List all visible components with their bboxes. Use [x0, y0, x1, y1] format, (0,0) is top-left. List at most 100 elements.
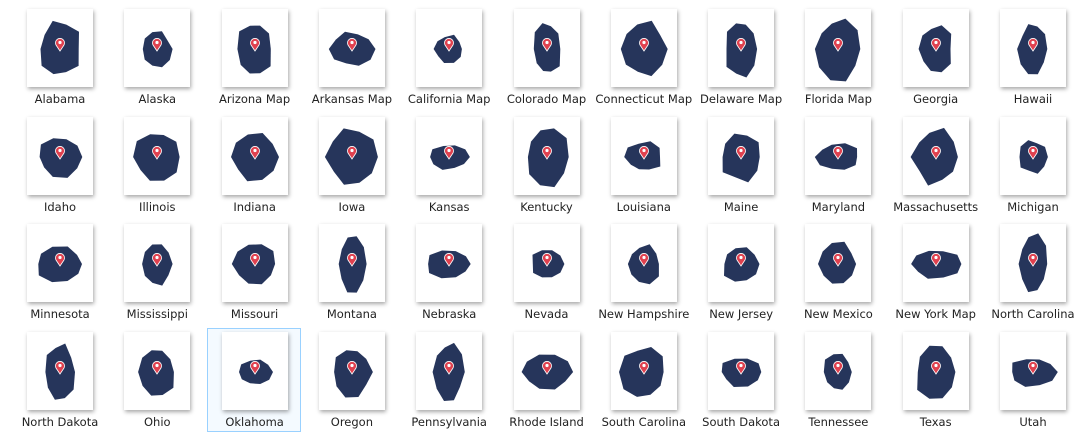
- pin: [152, 253, 163, 267]
- file-item[interactable]: Michigan: [985, 113, 1079, 217]
- file-item[interactable]: South Dakota: [693, 328, 787, 432]
- thumbnail: [318, 9, 385, 87]
- file-item[interactable]: South Carolina: [596, 328, 690, 432]
- pin: [638, 38, 649, 52]
- pin-dot: [58, 255, 62, 260]
- file-item[interactable]: North Dakota: [12, 328, 106, 432]
- map-shape: [39, 137, 83, 178]
- file-item[interactable]: Delaware Map: [693, 5, 787, 109]
- file-name: Massachusetts: [893, 199, 979, 214]
- state-outline: [333, 349, 373, 397]
- file-item[interactable]: North Carolina: [985, 220, 1079, 324]
- pin: [930, 360, 941, 375]
- pin-dot: [252, 148, 257, 152]
- map-shape: [918, 25, 951, 73]
- map-shape: [230, 132, 279, 181]
- file-item[interactable]: Georgia: [888, 5, 982, 109]
- file-item[interactable]: Montana: [304, 220, 398, 324]
- file-item[interactable]: Rhode Island: [499, 328, 593, 432]
- file-item[interactable]: Nebraska: [401, 220, 495, 324]
- state-outline: [618, 346, 664, 397]
- file-item[interactable]: New York Map: [888, 220, 982, 324]
- file-item[interactable]: Maine: [693, 113, 787, 217]
- file-item[interactable]: Utah: [985, 328, 1079, 432]
- thumbnail: [124, 9, 191, 87]
- thumbnail: [902, 331, 969, 410]
- file-item[interactable]: California Map: [401, 5, 495, 109]
- thumbnail: [221, 9, 288, 87]
- pin: [249, 145, 260, 160]
- file-item[interactable]: Mississippi: [109, 220, 203, 324]
- file-item[interactable]: New Jersey: [693, 220, 787, 324]
- thumbnail: [610, 224, 677, 302]
- pin: [249, 360, 260, 375]
- pin: [833, 38, 844, 52]
- file-item[interactable]: New Hampshire: [596, 220, 690, 324]
- file-item[interactable]: Florida Map: [790, 5, 884, 109]
- file-item[interactable]: Idaho: [12, 113, 106, 217]
- thumbnail: [708, 9, 775, 87]
- file-name: Rhode Island: [509, 414, 584, 429]
- file-item[interactable]: Louisiana: [596, 113, 690, 217]
- file-item[interactable]: Kansas: [401, 113, 495, 217]
- file-name: Hawaii: [1013, 92, 1053, 106]
- map-shape: [620, 20, 668, 77]
- pin-dot: [642, 148, 646, 152]
- file-item[interactable]: Connecticut Map: [595, 5, 692, 109]
- file-item[interactable]: Ohio: [109, 328, 203, 432]
- file-item[interactable]: Pennsylvania: [401, 328, 495, 432]
- pin-dot: [1031, 255, 1035, 260]
- file-name: Maryland: [811, 199, 866, 214]
- pin-dot: [58, 363, 62, 367]
- pin: [1028, 360, 1038, 375]
- file-item[interactable]: Illinois: [109, 113, 203, 217]
- map-shape: [815, 18, 861, 82]
- pin: [736, 253, 746, 267]
- file-item[interactable]: Arkansas Map: [304, 5, 398, 109]
- file-item[interactable]: Minnesota: [12, 220, 106, 324]
- file-item[interactable]: Tennessee: [790, 328, 884, 432]
- pin: [347, 253, 357, 267]
- file-item[interactable]: Nevada: [499, 220, 593, 324]
- file-item[interactable]: Iowa: [304, 113, 398, 217]
- pin-dot: [642, 40, 646, 45]
- pin: [444, 360, 455, 375]
- file-item[interactable]: Hawaii: [985, 5, 1079, 109]
- thumbnail: [610, 331, 677, 410]
- pin-dot: [1031, 40, 1035, 45]
- map-shape: [143, 31, 173, 68]
- pin-dot: [155, 40, 159, 45]
- file-name: Utah: [1019, 414, 1047, 429]
- thumbnail: [416, 331, 483, 410]
- pin-dot: [350, 255, 354, 260]
- file-item[interactable]: Kentucky: [499, 113, 593, 217]
- file-item[interactable]: Missouri: [207, 220, 301, 324]
- file-item[interactable]: Alabama: [12, 5, 106, 109]
- file-item[interactable]: Oklahoma: [206, 327, 301, 432]
- pin: [249, 253, 260, 267]
- file-name: Oklahoma: [225, 414, 284, 429]
- map-shape: [231, 244, 275, 285]
- file-item[interactable]: Alaska: [109, 5, 203, 109]
- pin: [833, 253, 844, 267]
- map-shape: [618, 346, 664, 397]
- file-name: Nevada: [524, 307, 569, 321]
- file-item[interactable]: Massachusetts: [888, 113, 982, 217]
- map-shape: [333, 349, 373, 397]
- pin: [541, 253, 552, 267]
- file-item[interactable]: Arizona Map: [207, 5, 301, 109]
- thumbnail: [513, 331, 580, 410]
- pin-dot: [544, 363, 549, 367]
- file-item[interactable]: Oregon: [304, 328, 398, 432]
- pin: [152, 145, 163, 160]
- file-name: Michigan: [1007, 199, 1059, 214]
- map-shape: [1018, 233, 1048, 293]
- file-item[interactable]: Indiana: [207, 113, 301, 217]
- file-item[interactable]: Maryland: [790, 113, 884, 217]
- file-item[interactable]: Colorado Map: [499, 5, 593, 109]
- pin: [541, 360, 552, 375]
- pin: [638, 253, 649, 267]
- file-item[interactable]: New Mexico: [790, 220, 884, 324]
- file-item[interactable]: Texas: [888, 328, 982, 432]
- pin-dot: [155, 148, 159, 152]
